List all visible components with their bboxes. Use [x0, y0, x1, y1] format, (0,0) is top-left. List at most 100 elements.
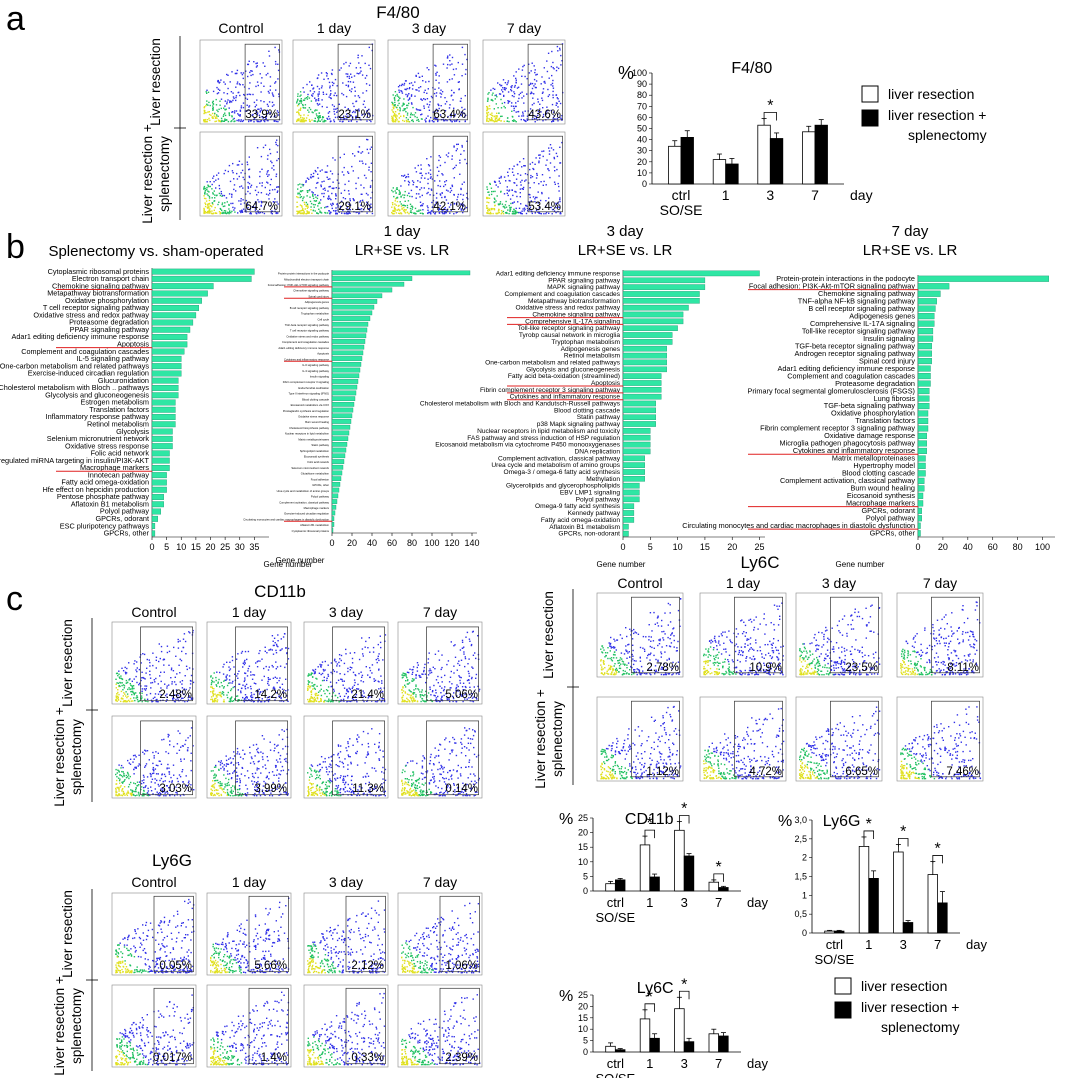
flow-event-dot — [260, 120, 262, 122]
flow-event-dot — [355, 117, 357, 120]
flow-event-dot — [213, 681, 215, 683]
flow-event-dot — [351, 662, 354, 664]
flow-event-dot — [556, 117, 558, 120]
flow-event-dot — [500, 107, 503, 109]
hbar — [917, 305, 936, 312]
flow-event-dot — [407, 180, 410, 183]
flow-event-dot — [240, 105, 243, 107]
flow-event-dot — [439, 164, 442, 167]
flow-event-dot — [283, 791, 285, 794]
flow-event-dot — [240, 691, 242, 694]
flow-event-dot — [467, 663, 469, 665]
flow-event-dot — [327, 675, 330, 677]
flow-event-dot — [157, 693, 160, 695]
flow-event-dot — [326, 212, 329, 214]
flow-event-dot — [157, 773, 159, 775]
flow-event-dot — [212, 693, 215, 696]
flow-event-dot — [428, 120, 431, 123]
flow-event-dot — [451, 63, 453, 65]
flow-event-dot — [232, 772, 234, 774]
category-label: Polyol pathway — [866, 514, 915, 523]
category-label: Apoptosis — [591, 380, 621, 387]
flow-event-dot — [507, 100, 509, 102]
flow-event-dot — [223, 663, 225, 666]
flow-event-dot — [528, 63, 530, 65]
flow-event-dot — [275, 652, 278, 654]
flow-event-dot — [263, 101, 265, 103]
flow-event-dot — [117, 682, 120, 684]
flow-event-dot — [310, 693, 313, 696]
category-label: Sphingolipid metabolism — [300, 449, 330, 453]
flow-event-dot — [126, 700, 128, 703]
flow-event-dot — [410, 102, 413, 104]
bar — [725, 163, 739, 185]
flow-event-dot — [382, 659, 384, 661]
flow-event-dot — [239, 94, 241, 97]
flow-event-dot — [412, 696, 414, 698]
flow-event-dot — [300, 212, 302, 215]
flow-event-dot — [538, 212, 540, 214]
flow-event-dot — [453, 692, 455, 694]
flow-event-dot — [498, 211, 500, 214]
flow-event-dot — [216, 699, 219, 701]
flow-event-dot — [187, 737, 189, 739]
flow-event-dot — [130, 792, 132, 794]
flow-event-dot — [186, 700, 189, 703]
flow-event-dot — [446, 210, 449, 212]
flow-event-dot — [512, 194, 514, 197]
flow-event-dot — [217, 178, 220, 180]
flow-event-dot — [537, 114, 539, 117]
flow-event-dot — [519, 188, 522, 190]
flow-event-dot — [362, 92, 364, 94]
flow-event-dot — [429, 101, 431, 103]
flow-event-dot — [212, 203, 214, 206]
flow-event-dot — [378, 698, 381, 700]
flow-event-dot — [249, 746, 251, 748]
flow-event-dot — [441, 91, 444, 93]
flow-event-dot — [449, 187, 452, 189]
x-tick-label: 60 — [988, 542, 998, 552]
flow-event-dot — [333, 113, 336, 115]
flow-gate — [432, 43, 468, 121]
flow-event-dot — [119, 774, 121, 776]
flow-event-dot — [121, 667, 123, 669]
flow-event-dot — [153, 757, 155, 759]
flow-event-dot — [407, 683, 410, 685]
flow-event-dot — [282, 769, 285, 772]
flow-event-dot — [343, 673, 346, 676]
flow-event-dot — [499, 182, 501, 184]
flow-event-dot — [319, 690, 321, 692]
flow-event-dot — [121, 697, 123, 699]
flow-event-dot — [226, 794, 228, 797]
flow-event-dot — [211, 784, 214, 786]
flow-event-dot — [430, 213, 432, 215]
flow-event-dot — [405, 176, 408, 178]
flow-event-dot — [488, 117, 490, 120]
hbar — [331, 356, 363, 361]
flow-event-dot — [330, 662, 333, 664]
flow-event-dot — [398, 91, 401, 93]
flow-event-dot — [204, 189, 207, 192]
flow-event-dot — [248, 87, 250, 90]
flow-event-dot — [535, 157, 537, 159]
flow-event-dot — [434, 653, 437, 655]
flow-event-dot — [497, 210, 500, 212]
flow-event-dot — [449, 64, 451, 66]
flow-event-dot — [413, 678, 415, 680]
flow-event-dot — [528, 84, 530, 86]
flow-event-dot — [542, 107, 544, 109]
flow-event-dot — [212, 691, 214, 693]
flow-event-dot — [406, 121, 408, 123]
flow-event-dot — [276, 745, 278, 747]
flow-event-dot — [368, 64, 370, 66]
bar — [712, 159, 727, 185]
flow-event-dot — [534, 211, 537, 213]
flow-event-dot — [427, 88, 429, 90]
flow-event-dot — [398, 204, 400, 207]
flow-event-dot — [473, 686, 475, 688]
flow-event-dot — [189, 632, 191, 634]
flow-event-dot — [384, 634, 387, 636]
flow-event-dot — [402, 102, 404, 104]
flow-event-dot — [413, 699, 415, 701]
flow-event-dot — [438, 212, 441, 214]
